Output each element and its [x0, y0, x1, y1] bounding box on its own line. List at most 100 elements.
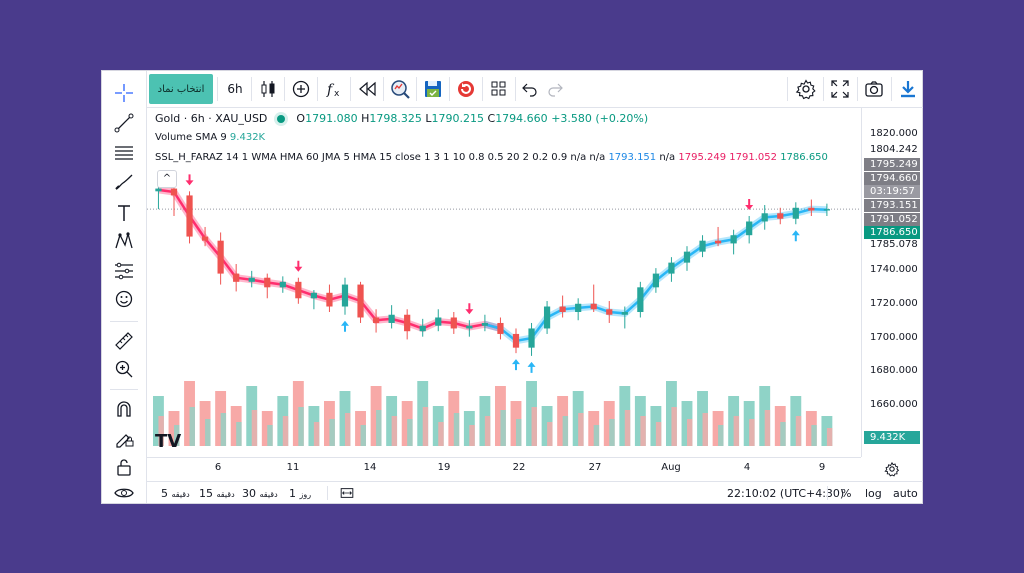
toolbar-divider: [317, 77, 318, 101]
magnet-icon[interactable]: [112, 397, 136, 421]
price-tick: 1740.000: [870, 264, 918, 275]
volume-bar: [531, 407, 537, 446]
range-30-minutes[interactable]: 30 دقیقه: [242, 487, 278, 500]
smiley-icon[interactable]: [112, 287, 136, 311]
axis-settings-gear-icon[interactable]: [861, 457, 923, 481]
chart-pane[interactable]: Gold · 6h · XAU_USD O1791.080 H1798.325 …: [147, 108, 861, 457]
candle-body: [248, 277, 255, 282]
download-icon[interactable]: [894, 75, 922, 103]
price-tick: 1820.000: [870, 128, 918, 139]
auto-toggle[interactable]: auto: [893, 487, 918, 500]
eye-icon[interactable]: [112, 481, 136, 505]
range-15-minutes[interactable]: 15 دقیقه: [199, 487, 235, 500]
compare-add-icon[interactable]: [287, 75, 315, 103]
camera-icon[interactable]: [860, 75, 888, 103]
volume-label-badge: 9.432K: [864, 431, 920, 444]
range-5-minutes[interactable]: 5 دقیقه: [161, 487, 190, 500]
candle-body: [606, 309, 613, 315]
candle-body: [746, 221, 753, 236]
price-label: 1793.151: [864, 199, 920, 212]
time-tick: 27: [588, 462, 602, 473]
buy-arrow-icon: [791, 230, 800, 242]
toolbar-divider: [482, 77, 483, 101]
replay-icon[interactable]: [353, 75, 381, 103]
candle-body: [295, 281, 302, 299]
volume-bar: [199, 401, 211, 446]
volume-label: Volume SMA 9: [155, 132, 227, 143]
ruler-icon[interactable]: [112, 329, 136, 353]
layout-grid-icon[interactable]: [485, 75, 513, 103]
price-label: 1786.650: [864, 226, 920, 239]
volume-bar: [764, 410, 771, 446]
symbol-search-button[interactable]: انتخاب نماد: [149, 74, 213, 104]
collapse-legend-button[interactable]: ^: [157, 170, 177, 188]
candle-body: [419, 325, 426, 332]
price-axis[interactable]: 1820.000 1804.242 1785.078 1740.000 1720…: [861, 108, 924, 457]
refresh-icon[interactable]: [452, 75, 480, 103]
candle-body: [170, 188, 178, 196]
lock-icon[interactable]: [112, 455, 136, 479]
log-toggle[interactable]: log: [865, 487, 882, 500]
toolbar-divider: [110, 389, 138, 390]
zoom-in-icon[interactable]: [112, 357, 136, 381]
candle-body: [155, 188, 162, 192]
brush-icon[interactable]: [112, 171, 136, 195]
volume-bar: [205, 419, 211, 446]
volume-bar: [826, 428, 833, 446]
volume-value: 9.432K: [229, 132, 266, 143]
buy-arrow-icon: [527, 361, 536, 373]
ohlc-close-label: C: [487, 112, 496, 125]
sell-arrow-icon: [294, 260, 303, 272]
price-chart[interactable]: [147, 108, 861, 457]
lock-drawing-icon[interactable]: [112, 426, 136, 450]
candle-body: [590, 303, 597, 310]
text-tool-icon[interactable]: [112, 201, 136, 225]
fullscreen-icon[interactable]: [826, 75, 854, 103]
volume-bar: [557, 396, 569, 446]
date-range-icon[interactable]: [339, 485, 355, 504]
trend-line-icon[interactable]: [112, 111, 136, 135]
percent-toggle[interactable]: %: [841, 487, 852, 500]
settings-gear-icon[interactable]: [792, 75, 820, 103]
prediction-icon[interactable]: [112, 258, 136, 282]
analysis-search-icon[interactable]: [386, 75, 414, 103]
candle-body: [761, 213, 768, 222]
volume-bar: [624, 410, 631, 446]
redo-icon[interactable]: [543, 75, 567, 103]
toolbar-divider: [416, 77, 417, 101]
volume-bar: [308, 406, 320, 446]
price-tick: 1680.000: [870, 365, 918, 376]
indicator-value: n/a: [570, 152, 587, 163]
volume-bar: [453, 413, 460, 446]
candle-body: [512, 333, 520, 348]
price-tick: 1720.000: [870, 298, 918, 309]
candle-body: [279, 281, 286, 288]
time-axis[interactable]: 6 11 14 19 22 27 Aug 4 9: [147, 457, 861, 482]
undo-icon[interactable]: [518, 75, 542, 103]
pattern-icon[interactable]: [112, 229, 136, 253]
price-tick: 1785.078: [870, 239, 918, 250]
toolbar-divider: [110, 321, 138, 322]
candle-body: [699, 240, 706, 252]
symbol-legend: Gold · 6h · XAU_USD O1791.080 H1798.325 …: [155, 112, 649, 125]
clock-timezone[interactable]: 22:10:02 (UTC+4:30): [727, 487, 845, 500]
price-tick: 1700.000: [870, 332, 918, 343]
ohlc-open-label: O: [296, 112, 306, 125]
save-layout-icon[interactable]: [419, 75, 447, 103]
range-unit: دقیقه: [171, 490, 190, 499]
volume-bar: [484, 416, 491, 446]
price-label: 1795.249: [864, 158, 920, 171]
fib-lines-icon[interactable]: [112, 141, 136, 165]
candle-body: [481, 322, 489, 326]
candle-body: [450, 317, 457, 329]
range-unit: دقیقه: [216, 490, 235, 499]
interval-button[interactable]: 6h: [227, 82, 243, 96]
toolbar-divider: [515, 77, 516, 101]
toolbar-divider: [327, 486, 328, 500]
crosshair-icon[interactable]: [112, 81, 136, 105]
time-tick: 6: [214, 462, 222, 473]
candles-icon[interactable]: [254, 75, 282, 103]
range-1-day[interactable]: 1 روز: [289, 487, 311, 500]
